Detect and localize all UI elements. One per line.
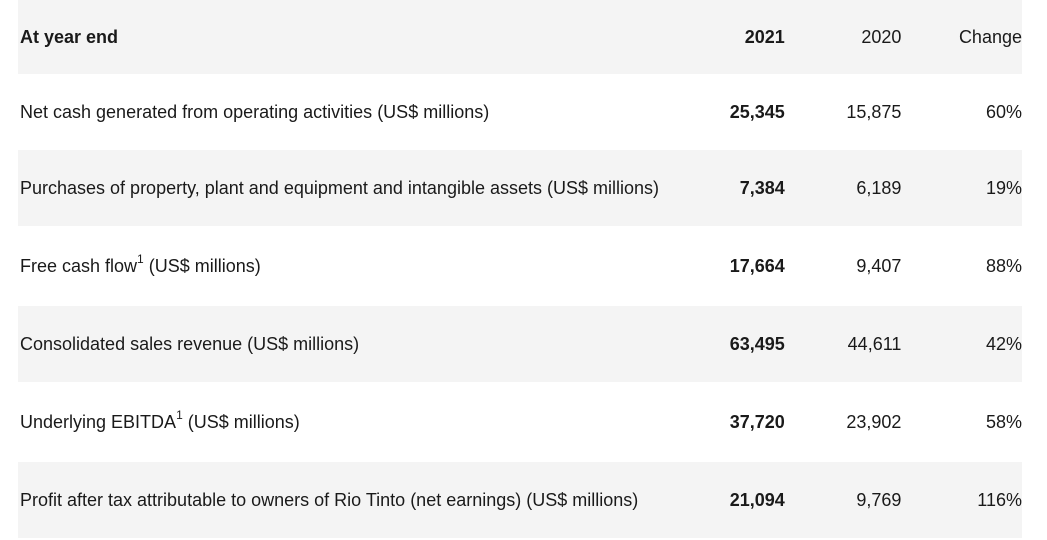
value-change: 88% [985,255,1022,276]
value-change: 116% [977,489,1022,510]
table-row: Purchases of property, plant and equipme… [18,150,1022,226]
value-2021: 37,720 [729,411,785,432]
value-2020: 44,611 [847,333,902,354]
value-2021: 17,664 [729,255,785,276]
footnote-marker: 1 [137,251,144,266]
value-2021: 25,345 [729,101,785,122]
table-row: Free cash flow1 (US$ millions) 17,664 9,… [18,226,1022,306]
table-row: Underlying EBITDA1 (US$ millions) 37,720… [18,382,1022,462]
value-2020: 23,902 [846,411,902,432]
row-label: Consolidated sales revenue (US$ millions… [20,333,360,354]
row-label: Profit after tax attributable to owners … [20,489,639,510]
row-label: Free cash flow1 (US$ millions) [20,251,261,276]
row-label: Net cash generated from operating activi… [20,101,490,122]
value-change: 60% [985,101,1022,122]
value-2020: 9,769 [856,489,902,510]
value-2021: 63,495 [729,333,785,354]
header-2020: 2020 [861,26,902,47]
value-change: 58% [985,411,1022,432]
value-2020: 9,407 [856,255,902,276]
row-label: Underlying EBITDA1 (US$ millions) [20,407,300,432]
table-header-row: At year end 2021 2020 Change [18,0,1022,74]
footnote-marker: 1 [176,407,183,422]
value-2021: 21,094 [729,489,785,510]
value-2021: 7,384 [739,177,785,198]
header-2021: 2021 [744,26,785,47]
header-label: At year end [20,26,119,47]
header-change: Change [958,26,1022,47]
value-2020: 15,875 [846,101,902,122]
value-change: 19% [985,177,1022,198]
row-label: Purchases of property, plant and equipme… [20,177,660,198]
table-row: Profit after tax attributable to owners … [18,462,1022,538]
table-row: Net cash generated from operating activi… [18,74,1022,150]
value-change: 42% [985,333,1022,354]
table-row: Consolidated sales revenue (US$ millions… [18,306,1022,382]
value-2020: 6,189 [856,177,902,198]
financial-summary-table: At year end 2021 2020 Change Net cash ge… [18,0,1022,538]
